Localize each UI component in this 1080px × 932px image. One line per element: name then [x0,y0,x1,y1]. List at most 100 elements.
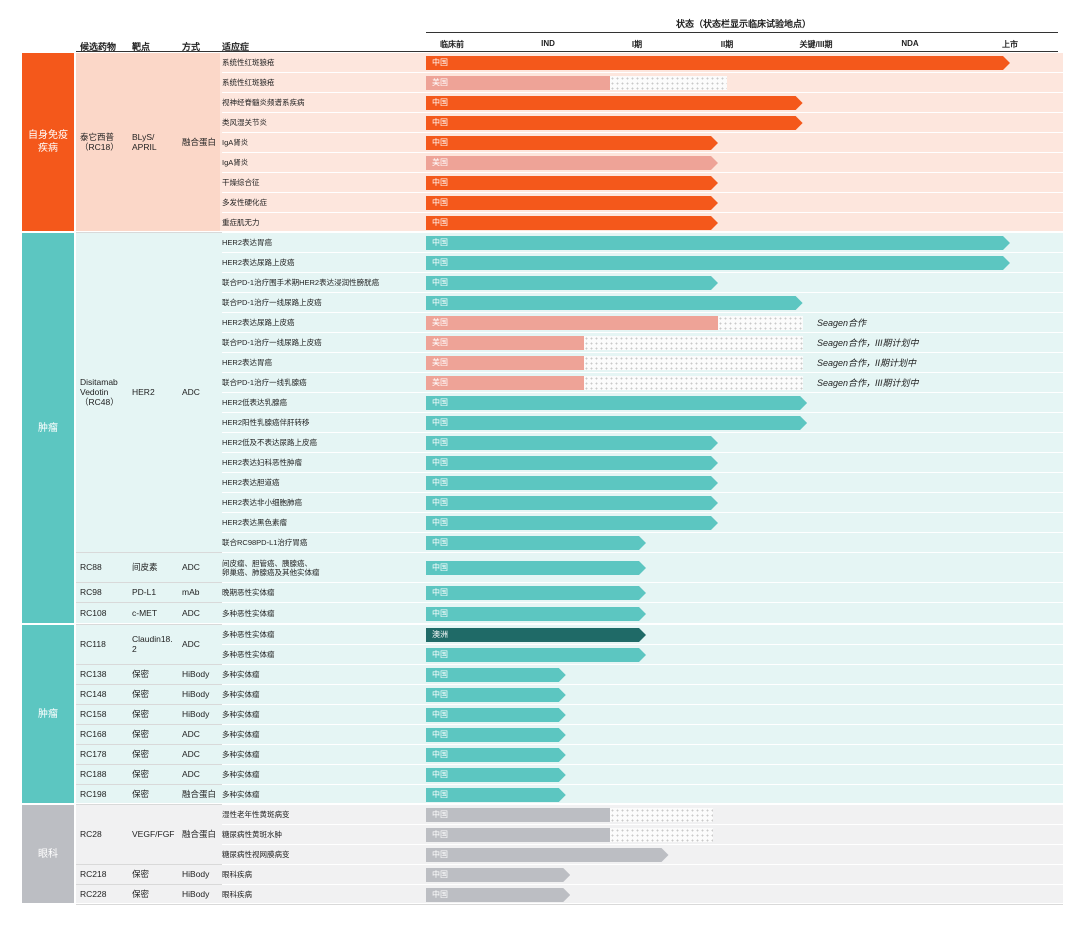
bar-fill [426,536,646,550]
bar-region-label: 美国 [432,318,448,327]
indication-label: 多种恶性实体瘤 [222,609,275,618]
group-modality: ADC [182,639,200,649]
bar-fill [426,728,566,742]
indication-label: HER2表达胃癌 [222,238,273,247]
indication-label: 眼科疾病 [222,890,252,899]
bar-region-label: 中国 [432,518,448,527]
bar-fill [426,496,718,510]
indication-label: 联合PD-1治疗一线乳腺癌 [222,378,307,387]
bar-region-label: 中国 [432,98,448,107]
category-label: 肿瘤 [22,233,74,623]
bar-region-label: 中国 [432,58,448,67]
bar-fill [426,316,718,330]
row-divider [222,824,1063,825]
row-divider [222,884,1063,885]
planned-hatch [583,356,803,370]
group-modality: ADC [182,729,200,739]
bar-fill [426,516,718,530]
indication-label: 多种实体瘤 [222,670,260,679]
group-target: Claudin18. 2 [132,634,173,654]
bar-fill [426,708,566,722]
indication-label: 间皮瘤、胆管癌、胰腺癌、 卵巢癌、肺腺癌及其他实体瘤 [222,558,320,577]
row-divider [222,472,1063,473]
group-modality: HiBody [182,689,210,699]
group-target: 保密 [132,789,150,799]
group-drug: RC158 [80,709,107,719]
group-modality: HiBody [182,889,210,899]
bar-region-label: 中国 [432,538,448,547]
bar-region-label: 中国 [432,258,448,267]
row-divider [222,864,1063,865]
bar-region-label: 中国 [432,238,448,247]
bar-fill [426,828,611,842]
stage-label: NDA [901,39,919,48]
indication-label: HER2低表达乳腺癌 [222,398,288,407]
indication-label: 眼科疾病 [222,870,252,879]
bar-region-label: 中国 [432,770,448,779]
bar-fill [426,808,611,822]
indication-label: 糖尿病性视网膜病变 [222,850,290,859]
bar-fill [426,356,584,370]
bar-fill [426,688,566,702]
group-modality: ADC [182,608,200,618]
group-drug: RC28 [80,829,102,839]
group-highlight [76,53,220,231]
status-header: 状态（状态栏显示临床试验地点） [676,19,812,29]
group-target: c-MET [132,608,158,618]
group-drug: RC138 [80,669,107,679]
row-divider [222,172,1063,173]
row-divider [222,132,1063,133]
group-modality: mAb [182,587,200,597]
bar-region-label: 中国 [432,650,448,659]
group-drug: RC108 [80,608,107,618]
group-modality: HiBody [182,709,210,719]
indication-label: HER2表达尿路上皮癌 [222,258,295,267]
stage-label: 上市 [1002,40,1018,49]
bar-region-label: 美国 [432,338,448,347]
group-modality: 融合蛋白 [182,137,217,147]
bar-region-label: 中国 [432,588,448,597]
indication-label: 多种实体瘤 [222,790,260,799]
bar-fill [426,336,584,350]
row-divider [222,332,1063,333]
row-divider [222,352,1063,353]
indication-label: HER2表达妇科恶性肿瘤 [222,458,303,467]
row-divider [222,252,1063,253]
indication-label: 联合PD-1治疗一线尿路上皮癌 [222,298,322,307]
bar-region-label: 美国 [432,378,448,387]
bar-note: Seagen合作，III期计划中 [817,338,919,348]
bar-region-label: 美国 [432,158,448,167]
bar-fill [426,176,718,190]
bar-fill [426,476,718,490]
bar-fill [426,56,1010,70]
indication-label: 联合PD-1治疗一线尿路上皮癌 [222,338,322,347]
row-divider [222,272,1063,273]
category-label: 眼科 [22,805,74,903]
bar-region-label: 中国 [432,278,448,287]
bar-region-label: 中国 [432,178,448,187]
row-divider [222,582,1063,583]
row-divider [222,532,1063,533]
bar-region-label: 美国 [432,78,448,87]
bar-fill [426,436,718,450]
bar-fill [426,586,646,600]
bar-fill [426,296,803,310]
row-divider [222,784,1063,785]
bar-region-label: 中国 [432,563,448,572]
bar-region-label: 中国 [432,710,448,719]
indication-label: 联合PD-1治疗围手术期HER2表达浸润性膀胱癌 [222,278,380,287]
indication-label: 类风湿关节炎 [222,118,267,127]
stage-label: 临床前 [440,40,464,49]
bar-fill [426,628,646,642]
row-divider [222,602,1063,603]
header-underline [76,51,1058,52]
indication-label: HER2表达尿路上皮癌 [222,318,295,327]
bar-region-label: 中国 [432,218,448,227]
group-modality: HiBody [182,869,210,879]
row-divider [222,704,1063,705]
bar-fill [426,216,718,230]
bar-fill [426,416,807,430]
bar-region-label: 中国 [432,398,448,407]
bar-region-label: 中国 [432,870,448,879]
group-target: HER2 [132,387,155,397]
